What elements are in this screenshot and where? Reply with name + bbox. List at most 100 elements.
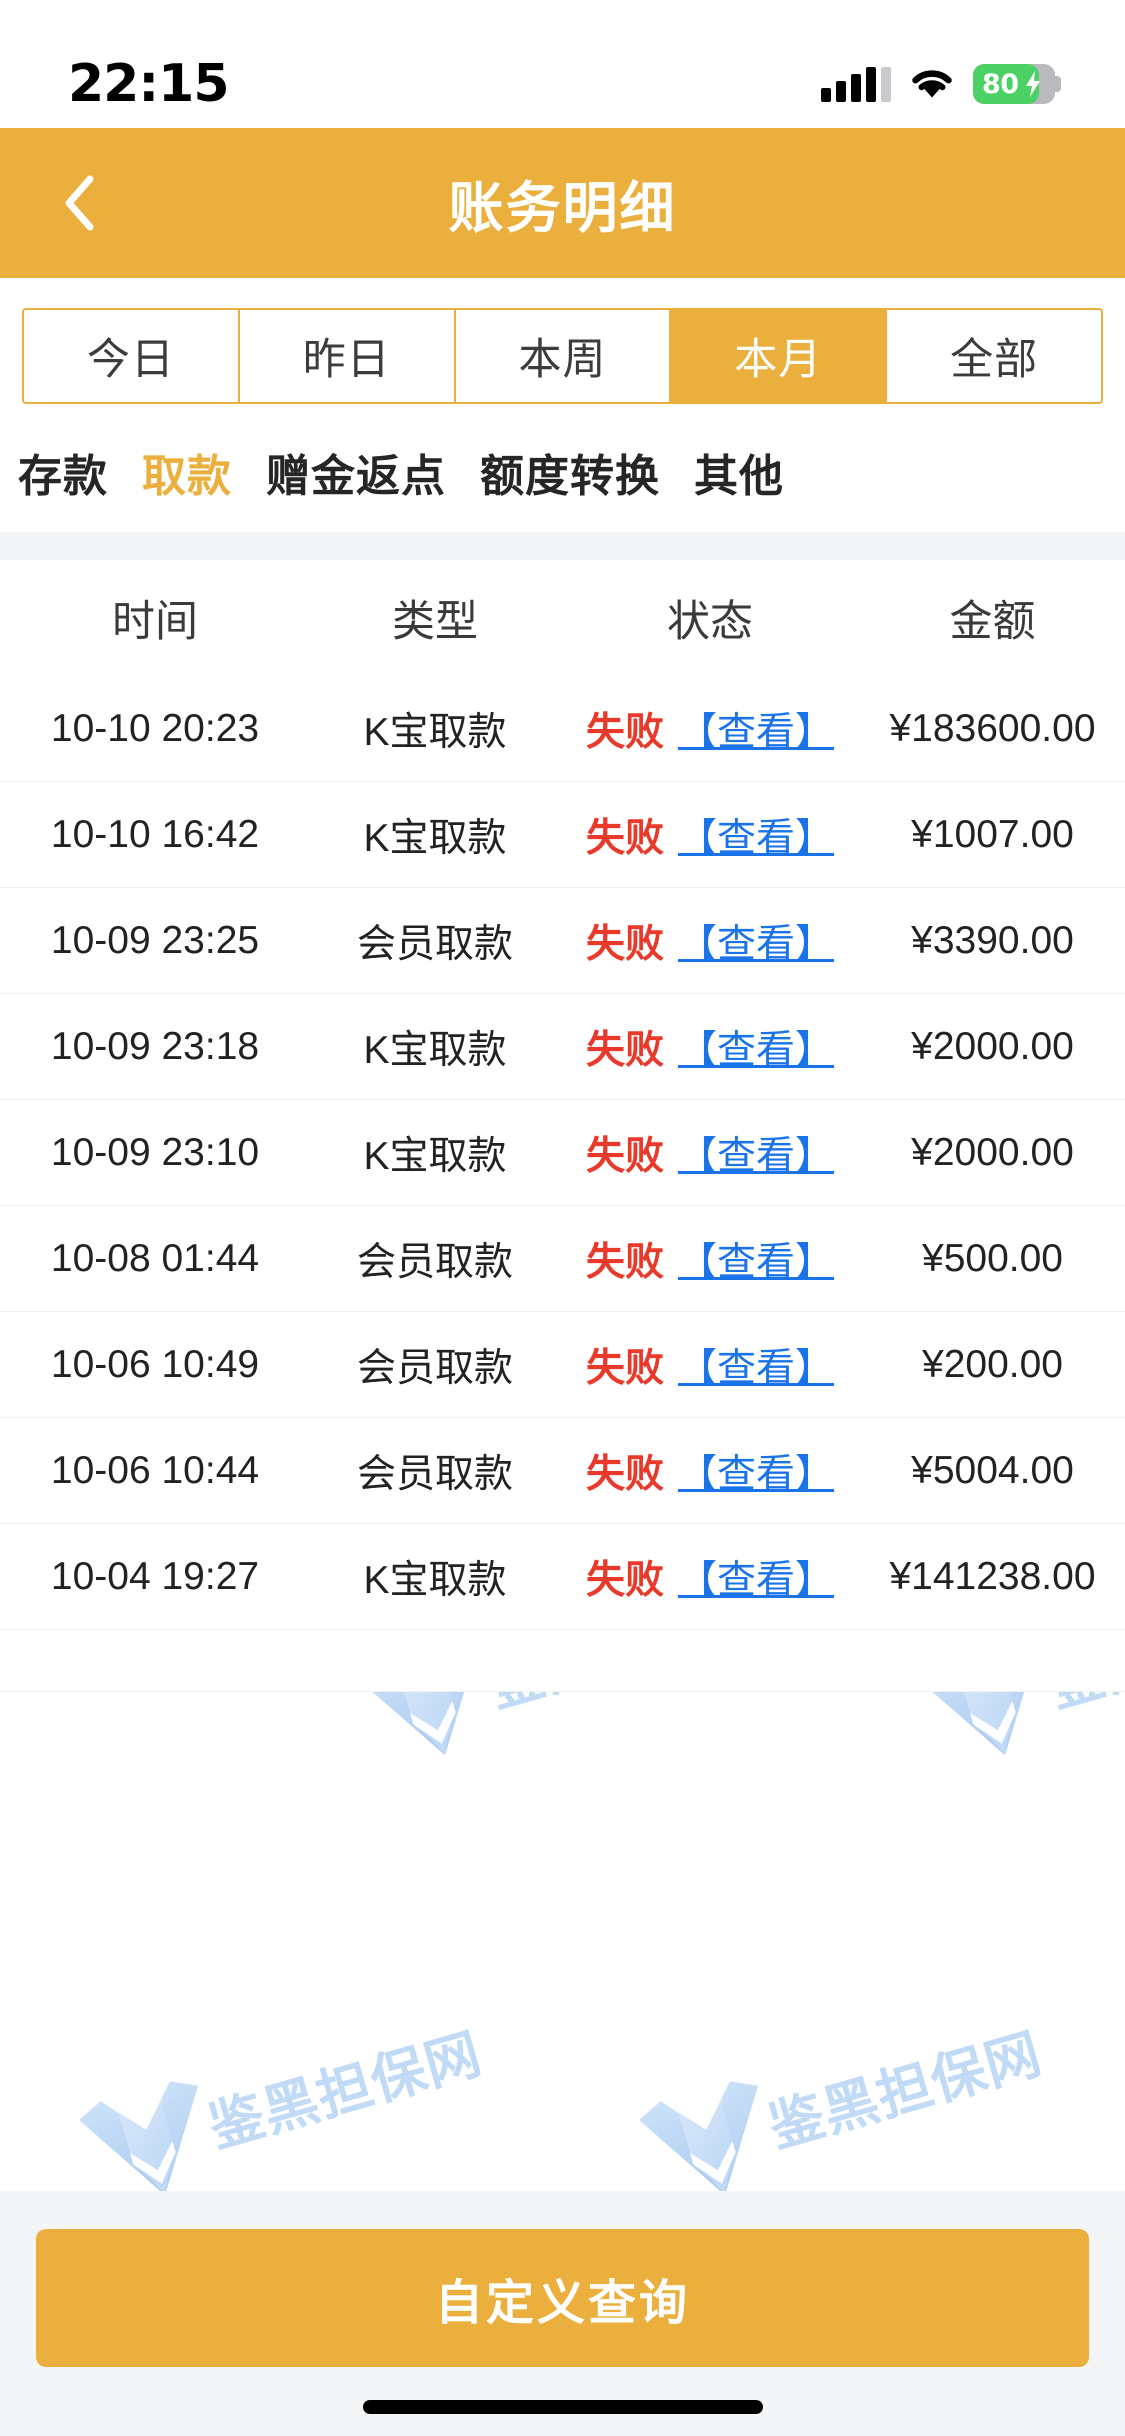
table-header-row: 时间 类型 状态 金额	[0, 560, 1125, 676]
period-segmented-control: 今日 昨日 本周 本月 全部	[22, 308, 1103, 404]
status-badge: 失败	[585, 1558, 664, 1602]
cell-type: K宝取款	[363, 1134, 507, 1178]
column-header-status: 状态	[667, 598, 753, 646]
section-divider	[0, 532, 1125, 560]
view-detail-link[interactable]: 【查看】	[678, 1558, 835, 1602]
column-header-amount: 金额	[949, 598, 1036, 646]
back-button[interactable]	[24, 128, 134, 278]
cell-type: 会员取款	[356, 1240, 513, 1284]
status-badge: 失败	[585, 922, 664, 966]
table-row: 10-09 23:18 K宝取款 失败 【查看】 ¥2000.00	[0, 994, 1125, 1100]
footer-bar: 自定义查询	[0, 2191, 1125, 2436]
table-row: 10-10 20:23 K宝取款 失败 【查看】 ¥183600.00	[0, 676, 1125, 782]
cell-type: 会员取款	[356, 922, 513, 966]
status-bar-indicators: 80	[821, 64, 1061, 104]
page-title: 账务明细	[448, 177, 677, 239]
category-tab-5[interactable]: 其他	[694, 452, 784, 501]
status-badge: 失败	[585, 1028, 664, 1072]
battery-percent: 80	[982, 68, 1019, 100]
cell-time: 10-09 23:18	[50, 1024, 260, 1068]
cell-status: 失败 【查看】	[560, 1443, 860, 1499]
category-tab-4[interactable]: 额度转换	[480, 452, 660, 501]
cell-amount: ¥183600.00	[889, 706, 1096, 750]
cell-amount: ¥3390.00	[911, 918, 1074, 962]
list-end-spacer	[0, 1630, 1125, 1692]
cell-time: 10-06 10:44	[50, 1448, 260, 1492]
custom-query-button[interactable]: 自定义查询	[36, 2229, 1089, 2367]
cell-time: 10-09 23:25	[50, 918, 260, 962]
cell-amount: ¥2000.00	[911, 1130, 1074, 1174]
view-detail-link[interactable]: 【查看】	[678, 710, 835, 754]
cell-type: 会员取款	[356, 1346, 513, 1390]
view-detail-link[interactable]: 【查看】	[678, 1134, 835, 1178]
cell-time: 10-10 16:42	[50, 812, 260, 856]
battery-icon: 80	[973, 64, 1061, 104]
watermark-text: 鉴黑担保网	[201, 2021, 489, 2160]
status-badge: 失败	[585, 1346, 664, 1390]
status-badge: 失败	[585, 1240, 664, 1284]
status-badge: 失败	[585, 1452, 664, 1496]
table-row: 10-06 10:49 会员取款 失败 【查看】 ¥200.00	[0, 1312, 1125, 1418]
column-header-type: 类型	[392, 598, 478, 646]
table-body: 10-10 20:23 K宝取款 失败 【查看】 ¥183600.00 10-10 16:…	[0, 676, 1125, 1630]
table-row: 10-09 23:25 会员取款 失败 【查看】 ¥3390.00	[0, 888, 1125, 994]
cell-status: 失败 【查看】	[560, 1019, 860, 1075]
view-detail-link[interactable]: 【查看】	[678, 1240, 835, 1284]
page-header: 账务明细	[0, 128, 1125, 278]
wifi-icon	[910, 67, 954, 101]
table-row: 10-06 10:44 会员取款 失败 【查看】 ¥5004.00	[0, 1418, 1125, 1524]
status-badge: 失败	[585, 1134, 664, 1178]
cell-type: 会员取款	[356, 1452, 513, 1496]
period-filter: 今日 昨日 本周 本月 全部	[0, 278, 1125, 404]
cell-status: 失败 【查看】	[560, 913, 860, 969]
category-tab-2[interactable]: 取款	[142, 452, 232, 501]
cell-amount: ¥141238.00	[889, 1554, 1096, 1598]
cell-status: 失败 【查看】	[560, 807, 860, 863]
cell-amount: ¥200.00	[922, 1342, 1063, 1386]
cell-amount: ¥500.00	[922, 1236, 1063, 1280]
home-indicator[interactable]	[362, 2400, 763, 2414]
cell-time: 10-10 20:23	[50, 706, 260, 750]
table-row: 10-09 23:10 K宝取款 失败 【查看】 ¥2000.00	[0, 1100, 1125, 1206]
category-tab-3[interactable]: 赠金返点	[266, 452, 446, 501]
table-row: 10-04 19:27 K宝取款 失败 【查看】 ¥141238.00	[0, 1524, 1125, 1630]
view-detail-link[interactable]: 【查看】	[678, 922, 835, 966]
period-tab-1[interactable]: 今日	[24, 310, 240, 402]
status-bar: 22:15 80	[0, 0, 1125, 128]
period-tab-2[interactable]: 昨日	[239, 310, 456, 402]
cell-amount: ¥2000.00	[911, 1024, 1074, 1068]
cell-amount: ¥1007.00	[911, 812, 1074, 856]
cell-amount: ¥5004.00	[911, 1448, 1074, 1492]
category-tab-1[interactable]: 存款	[18, 452, 108, 501]
transactions-table: 时间 类型 状态 金额 10-10 20:23 K宝取款 失败 【查看】 ¥183600…	[0, 560, 1125, 1692]
cell-status: 失败 【查看】	[560, 1231, 860, 1287]
watermark-text: 鉴黑担保网	[761, 2021, 1049, 2160]
category-filter: 存款 取款 赠金返点 额度转换 其他	[0, 404, 1125, 532]
view-detail-link[interactable]: 【查看】	[678, 816, 835, 860]
cell-type: K宝取款	[363, 1558, 507, 1602]
cell-type: K宝取款	[363, 816, 507, 860]
table-row: 10-08 01:44 会员取款 失败 【查看】 ¥500.00	[0, 1206, 1125, 1312]
column-header-time: 时间	[112, 598, 198, 646]
view-detail-link[interactable]: 【查看】	[678, 1028, 835, 1072]
cellular-signal-icon	[821, 66, 891, 102]
chevron-left-icon	[60, 173, 98, 233]
status-badge: 失败	[585, 710, 664, 754]
cell-status: 失败 【查看】	[560, 701, 860, 757]
cell-time: 10-09 23:10	[50, 1130, 260, 1174]
cell-type: K宝取款	[363, 1028, 507, 1072]
cell-status: 失败 【查看】	[560, 1125, 860, 1181]
view-detail-link[interactable]: 【查看】	[678, 1346, 835, 1390]
status-badge: 失败	[585, 816, 664, 860]
cell-type: K宝取款	[363, 710, 507, 754]
period-tab-3[interactable]: 本周	[455, 310, 672, 402]
cell-status: 失败 【查看】	[560, 1549, 860, 1605]
period-tab-5[interactable]: 全部	[887, 310, 1101, 402]
category-tab-list: 存款 取款 赠金返点 额度转换 其他	[18, 440, 1107, 504]
period-tab-4[interactable]: 本月	[671, 310, 888, 402]
cell-time: 10-06 10:49	[50, 1342, 260, 1386]
view-detail-link[interactable]: 【查看】	[678, 1452, 835, 1496]
table-row: 10-10 16:42 K宝取款 失败 【查看】 ¥1007.00	[0, 782, 1125, 888]
status-bar-clock: 22:15	[68, 54, 230, 114]
